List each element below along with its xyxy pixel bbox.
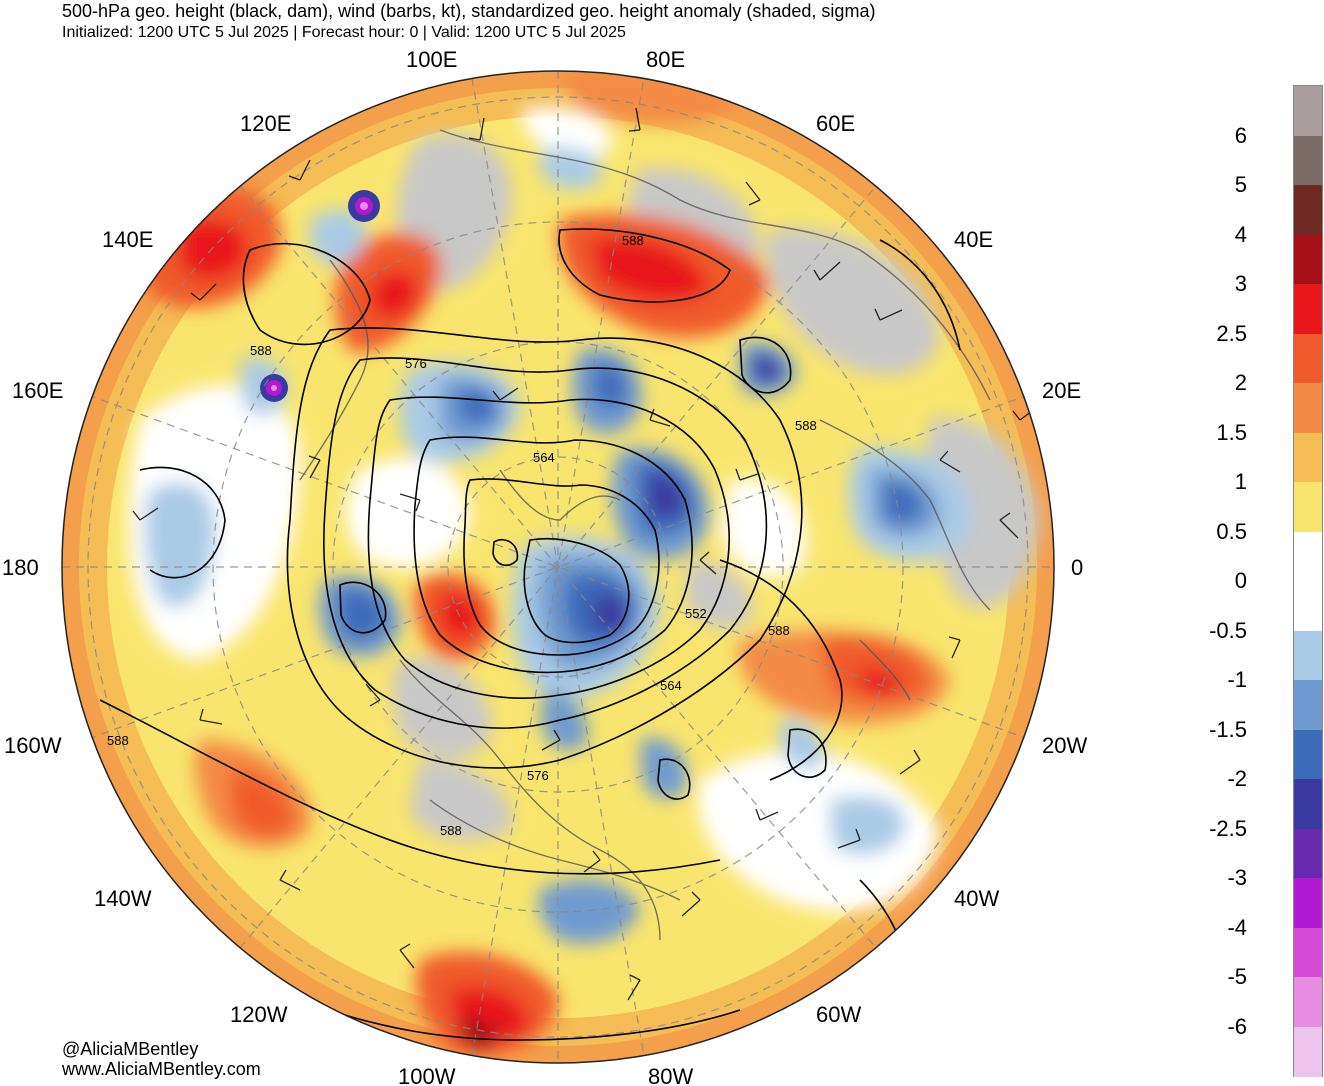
colorbar-segment — [1294, 1026, 1322, 1077]
contour-label: 588 — [795, 418, 817, 433]
colorbar-tick-label: 3 — [1234, 271, 1247, 296]
colorbar-tick-label: -1 — [1227, 667, 1247, 692]
colorbar-tick-label: 0 — [1234, 568, 1247, 593]
lon-label-80e: 80E — [646, 47, 685, 72]
colorbar-tick-label: -5 — [1227, 964, 1247, 989]
contour-labels: 588 588 576 588 564 552 588 564 576 588 … — [107, 233, 817, 838]
colorbar — [1293, 85, 1323, 1077]
colorbar-tick-label: 6 — [1234, 122, 1247, 148]
contour-label: 576 — [527, 768, 549, 783]
colorbar-segment — [1294, 135, 1322, 186]
lon-label-120w: 120W — [230, 1002, 288, 1027]
colorbar-segment — [1294, 977, 1322, 1027]
lon-label-40e: 40E — [954, 227, 993, 252]
colorbar-segment — [1294, 878, 1322, 928]
lon-label-160e: 160E — [12, 378, 63, 403]
contour-label: 564 — [660, 678, 682, 693]
colorbar-segment — [1294, 630, 1322, 681]
contour-label: 588 — [622, 233, 644, 248]
lon-label-100e: 100E — [406, 47, 457, 72]
contour-label: 588 — [107, 733, 129, 748]
colorbar-segment — [1294, 828, 1322, 879]
coastlines — [299, 129, 991, 941]
contour-label: 564 — [533, 450, 555, 465]
colorbar-tick-label: 4 — [1234, 221, 1247, 247]
colorbar-segment — [1294, 581, 1322, 631]
height-contours — [99, 228, 961, 1041]
polar-map: 588 588 576 588 564 552 588 564 576 588 … — [2, 47, 1087, 1086]
colorbar-tick-label: 1.5 — [1216, 419, 1247, 445]
longitude-labels: 100E 80E 120E 60E 140E 40E 160E 20E 180 … — [2, 47, 1087, 1086]
colorbar-tick-label: -2.5 — [1209, 815, 1247, 841]
graticule — [62, 71, 1054, 1063]
lon-label-140e: 140E — [102, 227, 153, 252]
lon-label-80w: 80W — [648, 1064, 693, 1086]
credit-handle: @AliciaMBentley — [62, 1039, 199, 1059]
lon-label-20w: 20W — [1042, 733, 1087, 758]
contour-label: 576 — [405, 356, 427, 371]
anomaly-shading — [62, 71, 1054, 1063]
contour-label: 588 — [768, 623, 790, 638]
colorbar-tick-label: 1 — [1234, 469, 1247, 494]
lon-label-160w: 160W — [4, 733, 62, 758]
lon-label-20e: 20E — [1042, 378, 1081, 403]
colorbar-tick-label: -2 — [1227, 766, 1247, 791]
contour-label: 552 — [685, 606, 707, 621]
colorbar-tick-label: 0.5 — [1216, 518, 1247, 544]
lon-label-0: 0 — [1071, 555, 1083, 580]
colorbar-segment — [1294, 779, 1322, 829]
lon-label-60e: 60E — [816, 111, 855, 136]
colorbar-segment — [1294, 729, 1322, 780]
colorbar-tick-label: -3 — [1227, 865, 1247, 890]
colorbar-tick-label: 2.5 — [1216, 320, 1247, 346]
lon-label-140w: 140W — [94, 886, 152, 911]
map-border — [61, 70, 1055, 1064]
colorbar-segment — [1294, 333, 1322, 384]
credit-website: www.AliciaMBentley.com — [62, 1059, 261, 1079]
lon-label-40w: 40W — [954, 886, 999, 911]
colorbar-segment — [1294, 86, 1322, 136]
colorbar-segment — [1294, 383, 1322, 433]
colorbar-segment — [1294, 185, 1322, 235]
wind-barbs — [132, 107, 1037, 1001]
contour-label: 588 — [250, 343, 272, 358]
colorbar-tick-label: -4 — [1227, 914, 1247, 940]
colorbar-segment — [1294, 531, 1322, 582]
colorbar-tick-label: 2 — [1234, 370, 1247, 395]
colorbar-tick-label: 5 — [1234, 172, 1247, 197]
colorbar-segment — [1294, 432, 1322, 483]
chart-subtitle: Initialized: 1200 UTC 5 Jul 2025 | Forec… — [62, 24, 626, 41]
colorbar-tick-label: -0.5 — [1209, 617, 1247, 643]
colorbar-segment — [1294, 680, 1322, 730]
colorbar-segment — [1294, 927, 1322, 978]
colorbar-segment — [1294, 234, 1322, 285]
contour-label: 588 — [440, 823, 462, 838]
lon-label-180: 180 — [2, 555, 39, 580]
colorbar-tick-label: -1.5 — [1209, 716, 1247, 742]
lon-label-120e: 120E — [240, 111, 291, 136]
colorbar-tick-label: -6 — [1227, 1013, 1247, 1039]
colorbar-segment — [1294, 284, 1322, 334]
lon-label-100w: 100W — [398, 1064, 456, 1086]
chart-title: 500-hPa geo. height (black, dam), wind (… — [62, 1, 876, 21]
lon-label-60w: 60W — [816, 1002, 861, 1027]
colorbar-segment — [1294, 482, 1322, 532]
